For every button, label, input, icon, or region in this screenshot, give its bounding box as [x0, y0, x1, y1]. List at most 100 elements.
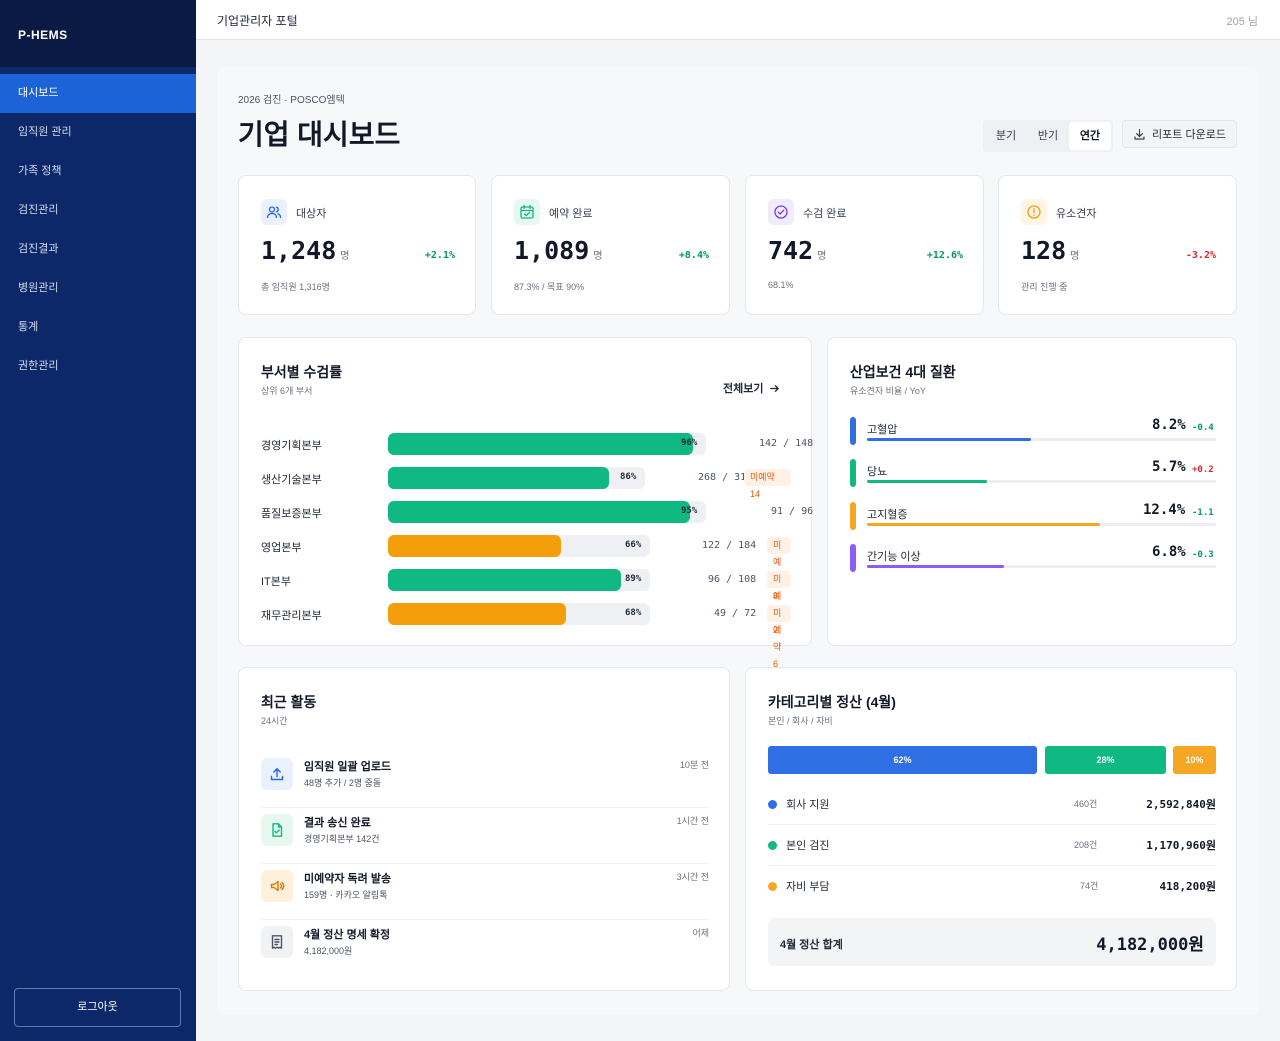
- activity-title: 미예약자 독려 발송: [304, 873, 392, 885]
- breadcrumb: 2026 검진 · POSCO엠텍: [238, 95, 345, 106]
- disease-change: -0.3: [1192, 550, 1214, 560]
- disease-bar-track: [867, 565, 1216, 568]
- kpi-value: 742 명: [768, 236, 827, 265]
- dept-bar-track: 95%: [388, 501, 706, 523]
- dept-row[interactable]: 품질보증본부 95% 91 / 96: [261, 501, 813, 523]
- disease-value: 8.2%: [1152, 417, 1186, 433]
- activity-item[interactable]: 4월 정산 명세 확정 4,182,000원 어제: [261, 920, 709, 976]
- dept-bar-fill: [388, 603, 566, 625]
- activity-time: 3시간 전: [676, 872, 709, 882]
- kpi-value: 1,248 명: [261, 236, 350, 265]
- activity-title: 4월 정산 명세 확정: [304, 929, 391, 941]
- dept-bar-track: 86%: [388, 467, 645, 489]
- kpi-card-targets[interactable]: 대상자 1,248 명 +2.1% 총 임직원 1,316명: [238, 175, 476, 315]
- activity-time: 10분 전: [679, 760, 709, 770]
- activity-desc: 경영기획본부 142건: [304, 834, 380, 844]
- kpi-value: 1,089 명: [514, 236, 603, 265]
- period-quarter-button[interactable]: 분기: [995, 130, 1017, 142]
- sidebar-item-family-policy[interactable]: 가족 정책: [18, 165, 62, 177]
- dept-row[interactable]: 경영기획본부 96% 142 / 148: [261, 433, 813, 455]
- disease-row[interactable]: 간기능 이상 6.8% -0.3: [850, 544, 1216, 574]
- dept-bar-track: 89%: [388, 569, 650, 591]
- settlement-subtitle: 본인 / 회사 / 자비: [768, 716, 833, 726]
- settlement-legend-row[interactable]: 자비 부담 74건 418,200원: [768, 867, 1216, 907]
- dept-subtitle: 상위 6개 부서: [261, 386, 313, 396]
- dept-bar-fill: [388, 569, 621, 591]
- kpi-change: -3.2%: [1185, 250, 1216, 261]
- kpi-sub: 관리 진행 중: [1021, 282, 1068, 292]
- sidebar-item-statistics[interactable]: 통계: [18, 321, 39, 333]
- total-amount: 4,182,000원: [1096, 935, 1204, 955]
- dept-count: 268 / 312: [698, 472, 753, 483]
- dept-row[interactable]: 생산기술본부 86% 268 / 312 미예약 14: [261, 467, 791, 499]
- disease-change: -1.1: [1192, 508, 1214, 518]
- view-all-label: 전체보기: [723, 383, 764, 395]
- sidebar-item-checkup-management[interactable]: 검진관리: [18, 204, 59, 216]
- activity-card: 최근 활동 24시간 임직원 일괄 업로드 48명 추가 / 2명 중돌 10분…: [238, 667, 730, 991]
- brand-logo[interactable]: P-HEMS: [0, 0, 196, 67]
- pending-badge: 미예약 8: [767, 537, 791, 601]
- kpi-card-reserved[interactable]: 예약 완료 1,089 명 +8.4% 87.3% / 목표 90%: [491, 175, 730, 315]
- users-icon: [261, 199, 287, 225]
- settlement-legend-row[interactable]: 회사 지원 460건 2,592,840원: [768, 785, 1216, 825]
- dept-count: 91 / 96: [771, 506, 814, 517]
- sidebar-item-hospitals[interactable]: 병원관리: [18, 282, 59, 294]
- activity-desc: 48명 추가 / 2명 중돌: [304, 778, 382, 788]
- sidebar-item-employees[interactable]: 임직원 관리: [18, 126, 72, 138]
- dept-pct: 95%: [681, 506, 698, 516]
- segment-personal[interactable]: 10%: [1173, 746, 1216, 774]
- segment-self[interactable]: 28%: [1045, 746, 1166, 774]
- megaphone-icon: [261, 870, 293, 902]
- settlement-total: 4월 정산 합계 4,182,000원: [768, 918, 1216, 966]
- kpi-change: +8.4%: [678, 250, 709, 261]
- kpi-sub: 총 임직원 1,316명: [261, 282, 330, 292]
- user-name[interactable]: 205 님: [1226, 16, 1258, 28]
- calendar-check-icon: [514, 199, 540, 225]
- sidebar-item-dashboard[interactable]: 대시보드: [0, 74, 196, 113]
- dept-pct: 89%: [625, 574, 642, 584]
- activity-item[interactable]: 결과 송신 완료 경영기획본부 142건 1시간 전: [261, 808, 709, 864]
- disease-name: 간기능 이상: [867, 551, 921, 563]
- activity-item[interactable]: 미예약자 독려 발송 159명 · 카카오 알림톡 3시간 전: [261, 864, 709, 920]
- kpi-label: 대상자: [296, 208, 327, 220]
- dept-pct: 86%: [620, 472, 637, 482]
- legend-count: 460건: [1074, 799, 1098, 809]
- dept-count: 96 / 108: [708, 574, 757, 585]
- view-all-link[interactable]: 전체보기: [723, 380, 780, 396]
- disease-row[interactable]: 당뇨 5.7% +0.2: [850, 459, 1216, 489]
- dept-row[interactable]: IT본부 89% 96 / 108 미예약 2: [261, 569, 791, 635]
- kpi-value: 128 명: [1021, 236, 1080, 265]
- disease-value: 5.7%: [1152, 459, 1186, 475]
- dept-name: 재무관리본부: [261, 610, 322, 622]
- settlement-legend-row[interactable]: 본인 검진 208건 1,170,960원: [768, 826, 1216, 866]
- activity-item[interactable]: 임직원 일괄 업로드 48명 추가 / 2명 중돌 10분 전: [261, 752, 709, 808]
- legend-dot: [768, 800, 777, 809]
- kpi-card-findings[interactable]: 유소견자 128 명 -3.2% 관리 진행 중: [998, 175, 1237, 315]
- period-half-button[interactable]: 반기: [1037, 130, 1059, 142]
- download-report-button[interactable]: 리포트 다운로드: [1122, 120, 1237, 148]
- dept-row[interactable]: 재무관리본부 68% 49 / 72 미예약 6: [261, 603, 791, 669]
- logout-button[interactable]: 로그아웃: [14, 988, 181, 1027]
- dept-bar-fill: [388, 535, 561, 557]
- dept-name: 품질보증본부: [261, 508, 322, 520]
- sidebar-item-permissions[interactable]: 권한관리: [18, 360, 59, 372]
- period-year-button[interactable]: 연간: [1069, 122, 1111, 150]
- kpi-card-completed[interactable]: 수검 완료 742 명 +12.6% 68.1%: [745, 175, 984, 315]
- disease-row[interactable]: 고지혈증 12.4% -1.1: [850, 502, 1216, 532]
- dept-pct: 96%: [681, 438, 698, 448]
- disease-bar-fill: [867, 480, 987, 483]
- settlement-title: 카테고리별 정산 (4월): [768, 694, 896, 710]
- alert-circle-icon: [1021, 199, 1047, 225]
- sidebar-item-checkup-results[interactable]: 검진결과: [18, 243, 59, 255]
- kpi-sub: 87.3% / 목표 90%: [514, 282, 585, 292]
- segment-company[interactable]: 62%: [768, 746, 1037, 774]
- disease-row[interactable]: 고혈압 8.2% -0.4: [850, 417, 1216, 447]
- document-check-icon: [261, 814, 293, 846]
- pending-badge: 미예약 6: [767, 605, 791, 669]
- dept-count: 122 / 184: [702, 540, 757, 551]
- pending-badge: 미예약 14: [744, 469, 791, 499]
- disease-title: 산업보건 4대 질환: [850, 364, 956, 380]
- settlement-card: 카테고리별 정산 (4월) 본인 / 회사 / 자비 62% 28% 10% 회…: [745, 667, 1237, 991]
- activity-time: 1시간 전: [676, 816, 709, 826]
- dept-row[interactable]: 영업본부 66% 122 / 184 미예약 8: [261, 535, 791, 601]
